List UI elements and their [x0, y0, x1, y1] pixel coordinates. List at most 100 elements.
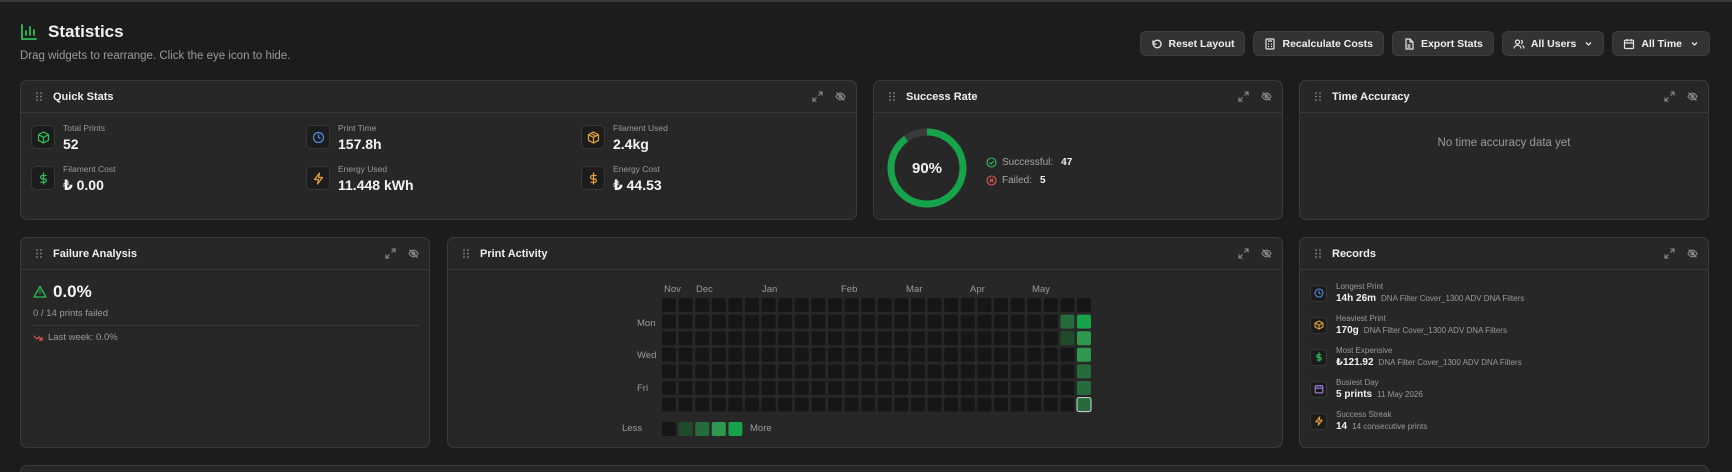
heatmap-cell[interactable] [927, 381, 942, 395]
heatmap-cell[interactable] [944, 298, 959, 312]
heatmap-cell[interactable] [1076, 397, 1092, 413]
heatmap-cell[interactable] [711, 364, 726, 379]
heatmap-cell[interactable] [877, 347, 892, 362]
card-header[interactable]: Quick Stats [21, 81, 856, 113]
heatmap-cell[interactable] [911, 298, 925, 312]
heatmap-cell[interactable] [662, 331, 676, 346]
heatmap-cell[interactable] [944, 314, 959, 329]
eye-off-icon[interactable] [1261, 91, 1272, 102]
heatmap-cell[interactable] [927, 347, 942, 362]
heatmap-cell[interactable] [877, 364, 892, 379]
heatmap-cell[interactable] [844, 381, 859, 395]
heatmap-cell[interactable] [844, 298, 859, 312]
maximize-icon[interactable] [1664, 91, 1675, 102]
heatmap-cell[interactable] [960, 331, 975, 346]
heatmap-cell[interactable] [844, 347, 859, 362]
heatmap-cell[interactable] [811, 331, 826, 346]
heatmap-cell[interactable] [778, 347, 793, 362]
heatmap-cell[interactable] [745, 381, 759, 395]
heatmap-cell[interactable] [844, 397, 859, 412]
heatmap-cell[interactable] [1077, 314, 1091, 329]
heatmap-cell[interactable] [1027, 298, 1042, 312]
heatmap-cell[interactable] [1043, 347, 1058, 362]
heatmap-cell[interactable] [778, 298, 793, 312]
eye-off-icon[interactable] [835, 91, 846, 102]
heatmap-cell[interactable] [828, 298, 842, 312]
heatmap-cell[interactable] [1027, 331, 1042, 346]
maximize-icon[interactable] [385, 248, 396, 259]
heatmap-cell[interactable] [927, 364, 942, 379]
heatmap-cell[interactable] [828, 347, 842, 362]
heatmap-cell[interactable] [1043, 331, 1058, 346]
heatmap-cell[interactable] [695, 314, 710, 329]
heatmap-cell[interactable] [794, 381, 809, 395]
heatmap-cell[interactable] [728, 347, 743, 362]
heatmap-cell[interactable] [695, 331, 710, 346]
maximize-icon[interactable] [1238, 248, 1249, 259]
heatmap-cell[interactable] [828, 314, 842, 329]
heatmap-cell[interactable] [1043, 314, 1058, 329]
heatmap-cell[interactable] [761, 397, 776, 412]
heatmap-cell[interactable] [678, 397, 693, 412]
heatmap-cell[interactable] [794, 298, 809, 312]
heatmap-cell[interactable] [1027, 364, 1042, 379]
heatmap-cell[interactable] [960, 397, 975, 412]
heatmap-cell[interactable] [1010, 347, 1025, 362]
heatmap-cell[interactable] [1010, 314, 1025, 329]
heatmap-cell[interactable] [778, 381, 793, 395]
heatmap-cell[interactable] [728, 314, 743, 329]
heatmap-cell[interactable] [1010, 397, 1025, 412]
heatmap-cell[interactable] [877, 298, 892, 312]
heatmap-cell[interactable] [977, 397, 992, 412]
heatmap-cell[interactable] [877, 331, 892, 346]
time-filter-dropdown[interactable]: All Time [1612, 31, 1710, 56]
heatmap-cell[interactable] [911, 364, 925, 379]
heatmap-cell[interactable] [678, 381, 693, 395]
heatmap-cell[interactable] [745, 298, 759, 312]
heatmap-cell[interactable] [695, 298, 710, 312]
maximize-icon[interactable] [1664, 248, 1675, 259]
eye-off-icon[interactable] [1261, 248, 1272, 259]
heatmap-cell[interactable] [761, 331, 776, 346]
heatmap-cell[interactable] [944, 397, 959, 412]
heatmap-cell[interactable] [844, 314, 859, 329]
heatmap-cell[interactable] [711, 331, 726, 346]
heatmap-cell[interactable] [678, 364, 693, 379]
heatmap-cell[interactable] [1027, 314, 1042, 329]
heatmap-cell[interactable] [1077, 364, 1091, 379]
heatmap-cell[interactable] [662, 314, 676, 329]
heatmap-cell[interactable] [695, 364, 710, 379]
heatmap-cell[interactable] [745, 364, 759, 379]
heatmap-cell[interactable] [894, 381, 909, 395]
heatmap-cell[interactable] [761, 314, 776, 329]
heatmap-cell[interactable] [994, 381, 1008, 395]
card-header[interactable]: Failure Analysis [21, 238, 429, 270]
heatmap-cell[interactable] [1010, 298, 1025, 312]
heatmap-cell[interactable] [960, 381, 975, 395]
users-filter-dropdown[interactable]: All Users [1501, 31, 1605, 56]
heatmap-cell[interactable] [728, 331, 743, 346]
eye-off-icon[interactable] [1687, 248, 1698, 259]
heatmap-cell[interactable] [927, 298, 942, 312]
heatmap-cell[interactable] [861, 347, 876, 362]
eye-off-icon[interactable] [1687, 91, 1698, 102]
heatmap-cell[interactable] [1077, 347, 1091, 362]
heatmap-cell[interactable] [844, 364, 859, 379]
heatmap-cell[interactable] [911, 381, 925, 395]
heatmap-cell[interactable] [877, 381, 892, 395]
heatmap-cell[interactable] [977, 298, 992, 312]
heatmap-cell[interactable] [944, 364, 959, 379]
heatmap-cell[interactable] [794, 397, 809, 412]
heatmap-cell[interactable] [877, 314, 892, 329]
heatmap-cell[interactable] [894, 347, 909, 362]
card-header[interactable]: Print Activity [448, 238, 1282, 270]
heatmap-cell[interactable] [1060, 364, 1075, 379]
heatmap-cell[interactable] [1027, 397, 1042, 412]
heatmap-cell[interactable] [711, 347, 726, 362]
heatmap-cell[interactable] [927, 331, 942, 346]
card-header[interactable]: Time Accuracy [1300, 81, 1708, 113]
heatmap-cell[interactable] [678, 298, 693, 312]
heatmap-cell[interactable] [662, 397, 676, 412]
heatmap-cell[interactable] [761, 347, 776, 362]
heatmap-cell[interactable] [1010, 331, 1025, 346]
